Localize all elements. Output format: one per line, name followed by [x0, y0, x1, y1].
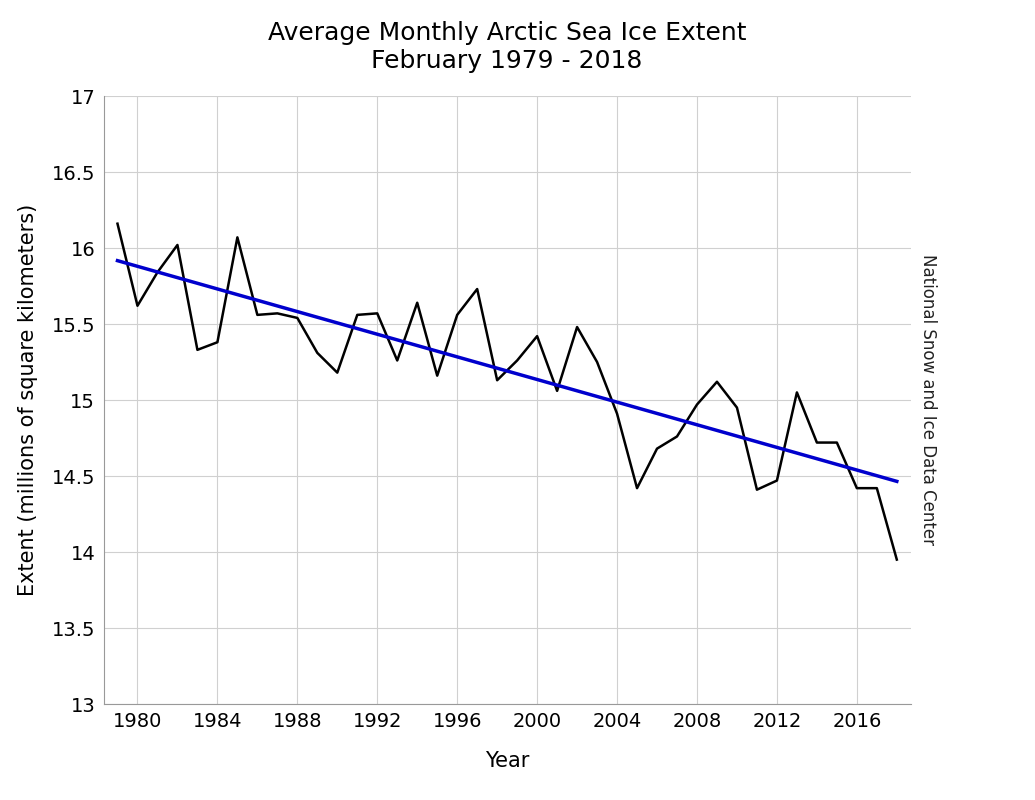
- Text: National Snow and Ice Data Center: National Snow and Ice Data Center: [919, 254, 937, 546]
- X-axis label: Year: Year: [485, 750, 529, 770]
- Y-axis label: Extent (millions of square kilometers): Extent (millions of square kilometers): [18, 204, 37, 596]
- Title: Average Monthly Arctic Sea Ice Extent
February 1979 - 2018: Average Monthly Arctic Sea Ice Extent Fe…: [268, 22, 746, 74]
